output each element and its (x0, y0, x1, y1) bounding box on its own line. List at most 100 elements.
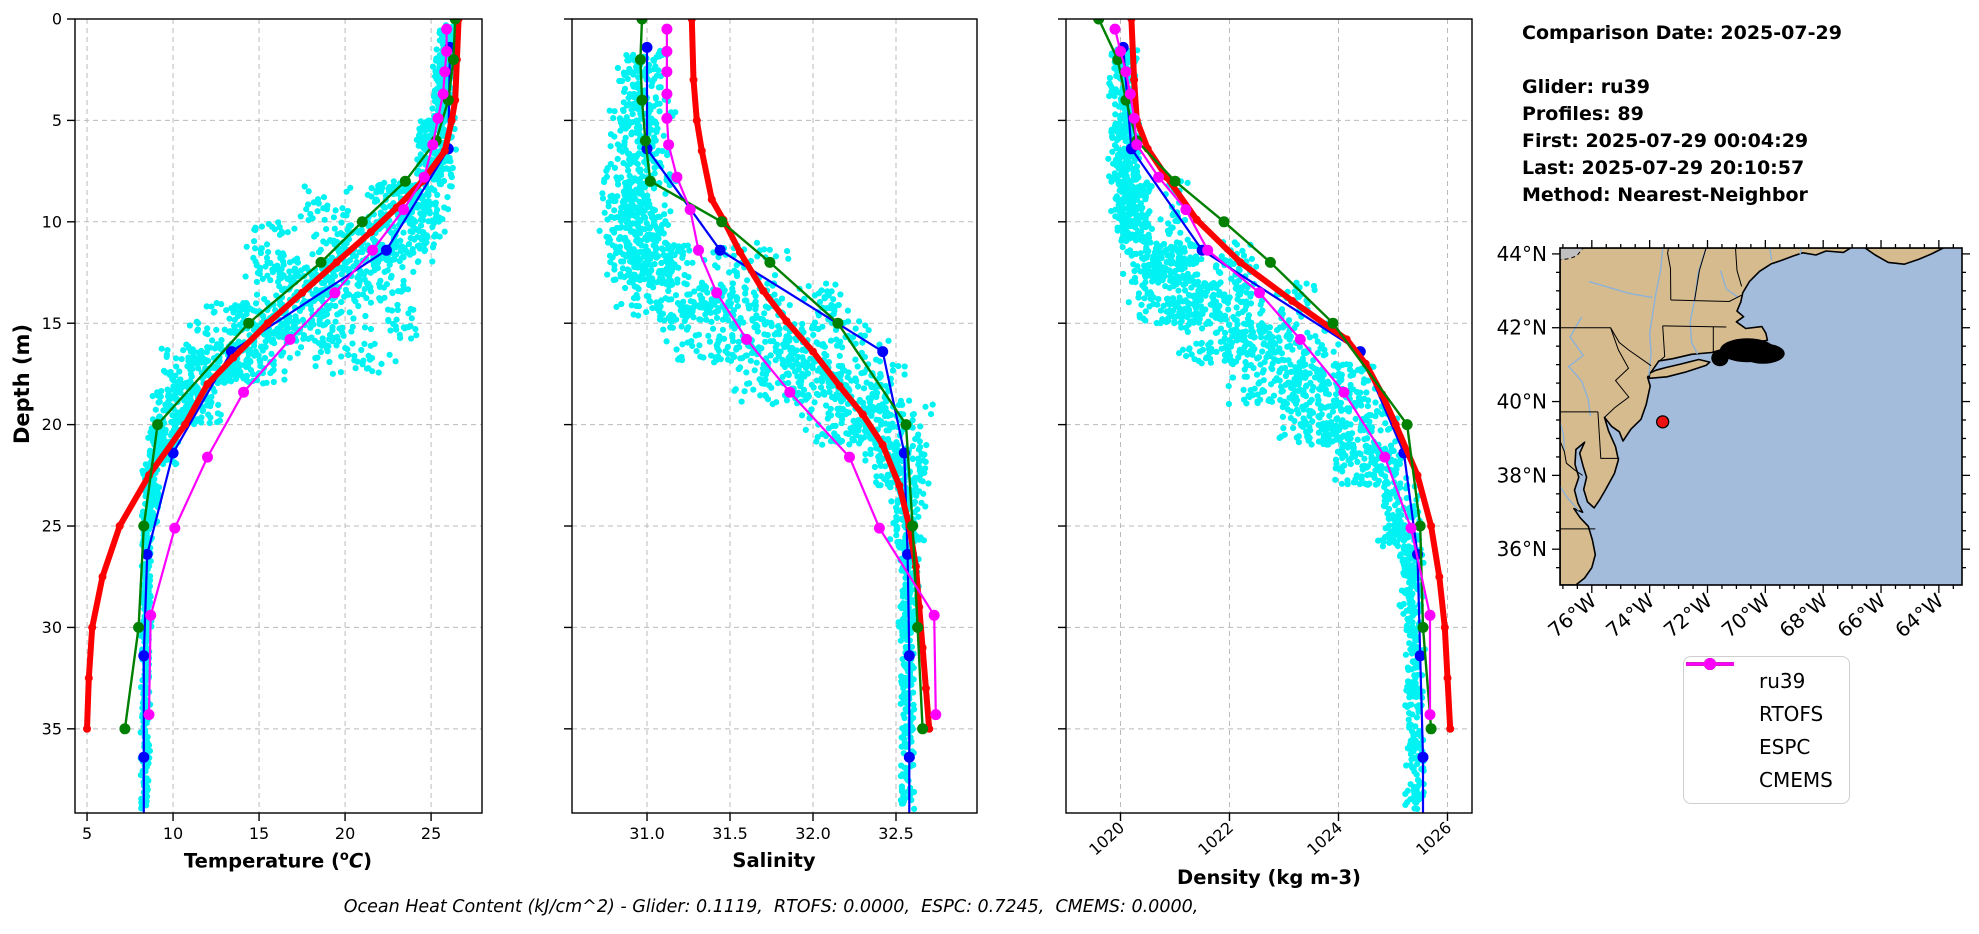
blank-line (1522, 47, 1842, 74)
celsius-symbol: C (348, 849, 364, 873)
glider-location-marker (1656, 415, 1670, 429)
svg-text:66°W: 66°W (1832, 588, 1890, 642)
island (1711, 349, 1729, 367)
series-ru39 (1117, 41, 1429, 813)
series-RTOFS (83, 19, 463, 733)
profiles-line: Profiles: 89 (1522, 103, 1644, 125)
state-border (1694, 248, 1707, 301)
degree-superscript: o (339, 849, 349, 864)
last-time-line: Last: 2025-07-29 20:10:57 (1522, 157, 1805, 179)
river (1588, 280, 1653, 299)
ru39-line-icon (1686, 658, 1746, 688)
series-CMEMS (143, 23, 453, 721)
legend-label: ESPC (1759, 734, 1811, 759)
svg-text:36°N: 36°N (1497, 537, 1547, 561)
comparison-date-line: Comparison Date: 2025-07-29 (1522, 22, 1842, 44)
density-profile: 1020 1022 1024 1026 (1058, 18, 1473, 859)
island (1741, 343, 1785, 364)
svg-text:25: 25 (42, 517, 62, 536)
svg-text:5: 5 (52, 111, 62, 130)
river (1799, 248, 1803, 255)
svg-text:1020: 1020 (1085, 818, 1128, 859)
rtofs-line-icon (1686, 658, 1746, 721)
espc-line-icon (1686, 658, 1746, 754)
river (1560, 486, 1580, 511)
series-CMEMS (1109, 23, 1436, 721)
glider-scatter (137, 22, 461, 812)
svg-text:74°W: 74°W (1601, 588, 1659, 642)
legend-label: RTOFS (1759, 701, 1824, 726)
state-border (1735, 248, 1743, 287)
svg-text:10: 10 (42, 212, 62, 231)
river (1719, 270, 1739, 299)
map-ticks (1552, 240, 1970, 593)
temperature-axis-label-text: Temperature ( (183, 849, 340, 873)
scatter-points (1105, 46, 1428, 813)
scatter-points (596, 47, 936, 812)
density-axis-label: Density (kg m-3) (1177, 866, 1361, 889)
state-border (1560, 440, 1583, 476)
svg-text:0: 0 (52, 10, 62, 29)
river (1689, 248, 1707, 355)
state-border (1667, 248, 1672, 301)
svg-text:15: 15 (42, 314, 62, 333)
svg-text:10: 10 (163, 824, 183, 843)
legend-label: CMEMS (1759, 767, 1833, 792)
svg-text:20: 20 (42, 415, 62, 434)
series-ESPC (634, 19, 929, 735)
river (1648, 248, 1664, 376)
ocean-heat-content-note: Ocean Heat Content (kJ/cm^2) - Glider: 0… (343, 897, 1199, 917)
state-border (1670, 294, 1742, 303)
state-border (1604, 327, 1630, 418)
grid (572, 19, 977, 813)
svg-text:25: 25 (421, 824, 441, 843)
axis-ticks: 5 10 15 20 25 0 5 10 15 20 25 30 35 (42, 10, 442, 843)
river (1769, 248, 1773, 261)
landmass (1648, 358, 1711, 380)
first-time-line: First: 2025-07-29 00:04:29 (1522, 130, 1809, 152)
legend-item-espc: ESPC (1686, 658, 1833, 763)
svg-text:31.0: 31.0 (629, 824, 665, 843)
location-map: 44°N 42°N 40°N 38°N 36°N 76°W 74°W 72°W 70°W 68°W… (1497, 240, 1970, 642)
temperature-axis-label-close: ) (363, 849, 373, 873)
state-border (1597, 411, 1620, 459)
state-border (1560, 327, 1652, 367)
comparison-info-block: Comparison Date: 2025-07-29 Glider: ru39… (1522, 20, 1842, 209)
svg-text:20: 20 (335, 824, 355, 843)
scatter-points (137, 22, 461, 812)
svg-text:35: 35 (42, 719, 62, 738)
svg-text:68°W: 68°W (1775, 588, 1833, 642)
landmass (1560, 248, 1852, 585)
svg-text:31.5: 31.5 (712, 824, 748, 843)
svg-text:44°N: 44°N (1497, 242, 1547, 266)
state-border (1659, 325, 1666, 362)
glider-scatter (1105, 46, 1428, 813)
svg-text:76°W: 76°W (1543, 588, 1601, 642)
landmass (1864, 248, 1944, 265)
depth-axis-label: Depth (m) (10, 323, 34, 445)
series-RTOFS (1127, 19, 1455, 733)
svg-text:30: 30 (42, 618, 62, 637)
svg-text:70°W: 70°W (1717, 588, 1775, 642)
salinity-axis-label-text: Salinity (732, 849, 816, 872)
svg-text:1026: 1026 (1412, 818, 1455, 859)
salinity-axis-label: Salinity (732, 849, 815, 872)
glider-line: Glider: ru39 (1522, 76, 1651, 98)
temperature-axis-label: Temperature (oC) (184, 849, 372, 873)
river (1560, 421, 1565, 452)
method-line: Method: Nearest-Neighbor (1522, 184, 1808, 206)
legend-item-rtofs: RTOFS (1686, 658, 1833, 730)
svg-text:1022: 1022 (1194, 818, 1237, 859)
legend-label: ru39 (1759, 668, 1806, 693)
svg-text:40°N: 40°N (1497, 390, 1547, 414)
cmems-line-icon (1686, 658, 1746, 787)
axis-ticks: 31.0 31.5 32.0 32.5 (564, 18, 914, 843)
state-border (1662, 325, 1727, 328)
svg-text:1024: 1024 (1303, 818, 1346, 859)
salinity-profile: 31.0 31.5 32.0 32.5 (564, 18, 978, 843)
series-CMEMS (661, 23, 942, 721)
svg-text:15: 15 (249, 824, 269, 843)
legend: ru39 RTOFS ESPC CMEMS (1683, 656, 1850, 804)
